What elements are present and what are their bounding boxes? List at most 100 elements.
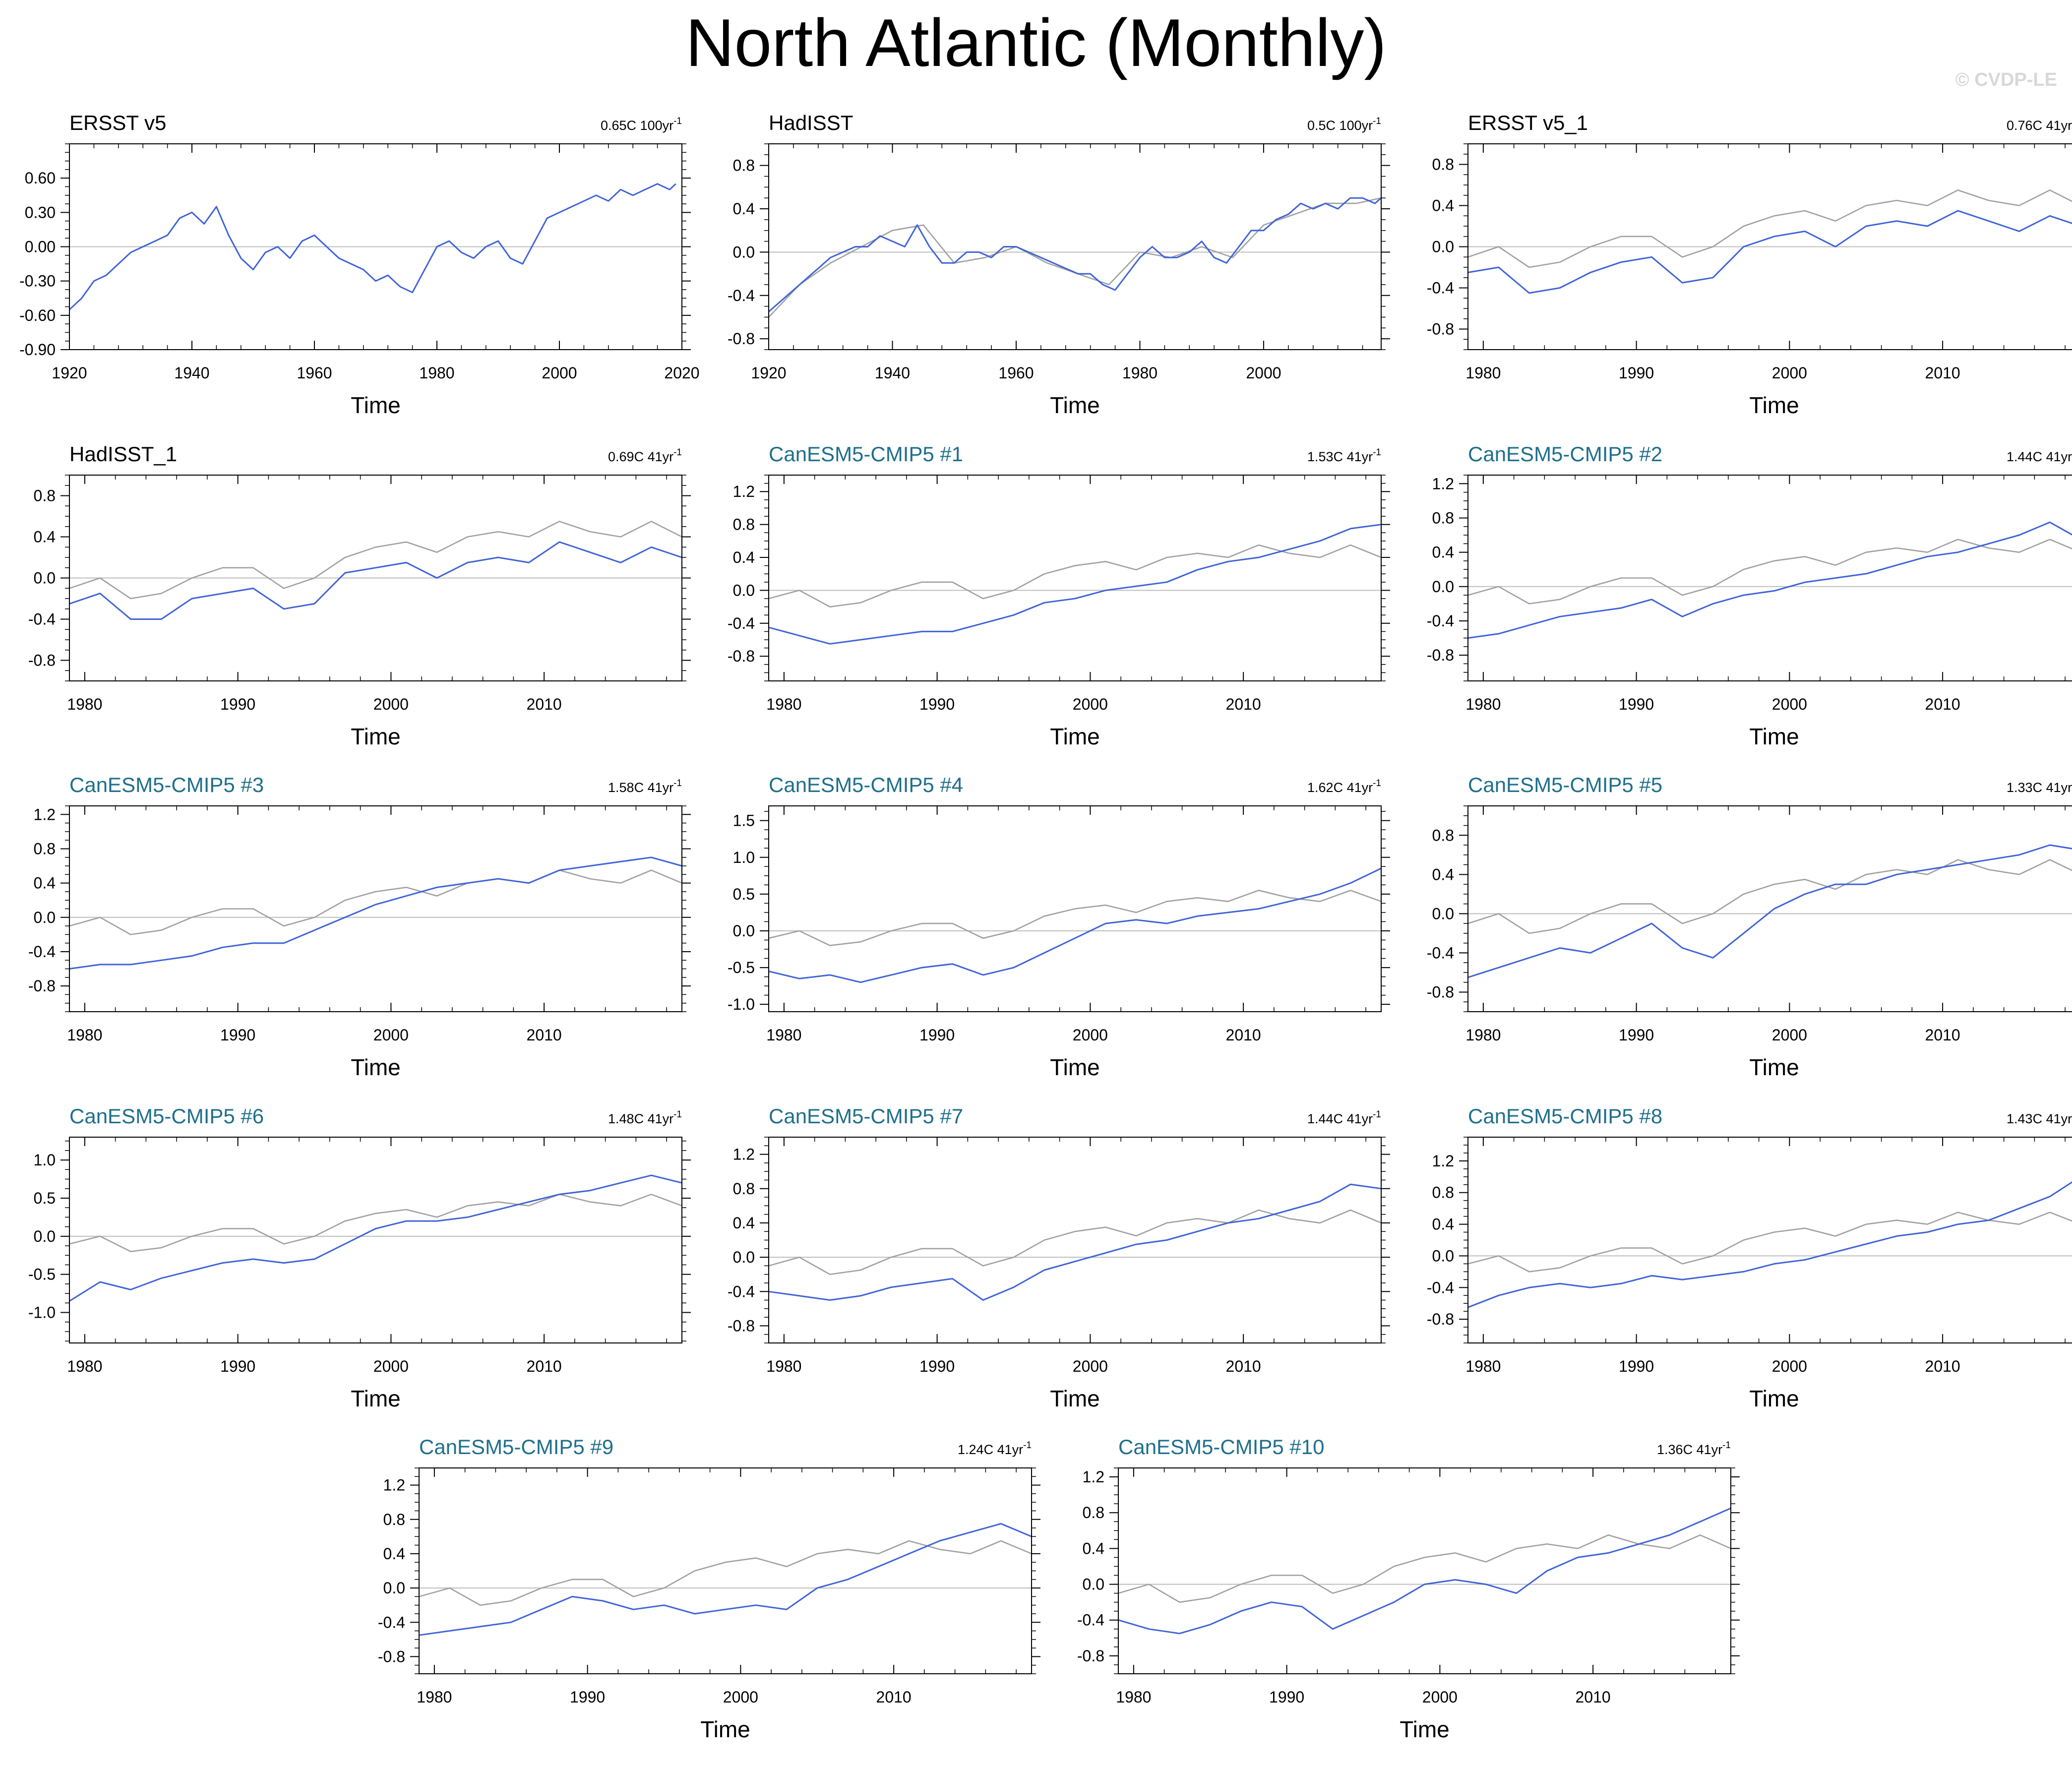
y-tick-label: 1.2 — [1432, 475, 1454, 492]
reference-series-line — [768, 197, 1382, 318]
x-tick-label: 1980 — [766, 1357, 801, 1375]
x-tick-label: 1980 — [1116, 1688, 1151, 1706]
plot-frame — [1467, 805, 2072, 1012]
x-tick-label: 2010 — [527, 695, 562, 713]
y-tick-label: -0.8 — [378, 1647, 405, 1665]
y-tick-label: -0.5 — [28, 1266, 56, 1283]
y-tick-label: 0.4 — [34, 528, 56, 546]
plot-frame — [419, 1467, 1032, 1674]
y-tick-label: 1.0 — [34, 1151, 56, 1169]
y-tick-label: 0.0 — [733, 581, 755, 599]
reference-series-line — [768, 544, 1382, 608]
y-tick-label: 0.4 — [733, 548, 755, 566]
primary-series-line — [419, 1522, 1032, 1636]
x-axis-label: Time — [1749, 1054, 1799, 1080]
y-tick-label: 0.00 — [25, 238, 56, 256]
y-tick-label: -0.8 — [1077, 1647, 1104, 1665]
y-tick-label: 0.4 — [733, 1214, 755, 1232]
x-tick-label: 2000 — [723, 1688, 758, 1706]
y-tick-label: 0.8 — [34, 487, 56, 505]
y-tick-label: -0.4 — [728, 287, 755, 304]
primary-series-line — [69, 1174, 682, 1302]
trend-label: 1.44C 41yr-1 — [1307, 1109, 1381, 1126]
trend-label: 1.24C 41yr-1 — [958, 1440, 1032, 1457]
x-tick-label: 2010 — [876, 1688, 912, 1706]
x-tick-label: 2000 — [1073, 695, 1108, 713]
y-tick-label: -0.8 — [1427, 1310, 1454, 1328]
primary-series-line — [768, 524, 1382, 645]
chart-panel: CanESM5-CMIP5 #3 1.58C 41yr-1 1980 1990 2000… — [28, 773, 691, 1080]
x-tick-label: 1990 — [220, 695, 255, 713]
trend-label: 1.53C 41yr-1 — [1307, 447, 1381, 464]
reference-series-line — [1118, 1534, 1731, 1603]
figure-title: North Atlantic (Monthly) — [685, 5, 1387, 80]
primary-series-line — [1118, 1507, 1731, 1635]
y-tick-label: 0.30 — [25, 203, 56, 221]
trend-label: 1.43C 41yr-1 — [2007, 1109, 2072, 1126]
y-tick-label: 0.0 — [34, 569, 56, 587]
y-tick-label: 0.0 — [1432, 1247, 1454, 1265]
plot-frame — [1467, 475, 2072, 681]
x-tick-label: 1980 — [67, 695, 102, 713]
y-tick-label: -0.4 — [1427, 1279, 1454, 1296]
panel-title: HadISST_1 — [69, 442, 177, 466]
x-tick-label: 1990 — [1619, 1357, 1654, 1375]
x-tick-label: 1980 — [419, 364, 454, 382]
y-tick-label: 0.0 — [383, 1579, 405, 1597]
x-tick-label: 2000 — [1073, 1026, 1108, 1044]
reference-series-line — [69, 1194, 682, 1252]
plot-frame — [69, 805, 682, 1012]
primary-series-line — [69, 541, 682, 620]
x-tick-label: 2010 — [1226, 1357, 1261, 1375]
y-tick-label: 0.4 — [1083, 1539, 1104, 1557]
x-tick-label: 2000 — [1772, 1026, 1807, 1044]
y-tick-label: 0.8 — [1432, 1184, 1454, 1202]
x-tick-label: 1960 — [998, 364, 1034, 382]
x-tick-label: 1990 — [919, 1357, 955, 1375]
x-tick-label: 2000 — [373, 1026, 409, 1044]
x-axis-label: Time — [1749, 724, 1799, 749]
y-tick-label: 0.5 — [34, 1189, 56, 1207]
x-tick-label: 2000 — [1772, 364, 1807, 382]
y-tick-label: -0.30 — [19, 272, 56, 290]
trend-label: 0.69C 41yr-1 — [608, 447, 682, 464]
y-tick-label: 0.0 — [733, 922, 755, 940]
x-tick-label: 2000 — [373, 1357, 409, 1375]
panel-title: CanESM5-CMIP5 #7 — [769, 1104, 963, 1128]
y-tick-label: -0.90 — [19, 341, 56, 359]
y-tick-label: 1.2 — [733, 1146, 755, 1163]
y-tick-label: -0.8 — [728, 647, 755, 665]
y-tick-label: -0.4 — [728, 1282, 755, 1300]
y-tick-label: 1.2 — [733, 483, 755, 500]
reference-series-line — [69, 869, 682, 935]
trend-label: 0.65C 100yr-1 — [601, 116, 682, 133]
x-tick-label: 1920 — [52, 364, 87, 382]
y-tick-label: 0.8 — [1432, 826, 1454, 844]
y-tick-label: -0.4 — [1427, 279, 1454, 297]
chart-panel: CanESM5-CMIP5 #9 1.24C 41yr-1 1980 1990 2000… — [378, 1435, 1040, 1742]
y-tick-label: 0.0 — [34, 909, 56, 926]
x-tick-label: 1990 — [1619, 1026, 1654, 1044]
x-tick-label: 2010 — [1226, 695, 1261, 713]
trend-label: 1.58C 41yr-1 — [608, 778, 682, 795]
y-tick-label: -0.60 — [19, 306, 56, 324]
primary-series-line — [1467, 1181, 2072, 1308]
plot-frame — [768, 475, 1382, 681]
y-tick-label: 0.8 — [733, 1180, 755, 1198]
y-tick-label: 0.4 — [733, 200, 755, 218]
primary-series-line — [768, 197, 1382, 312]
primary-series-line — [1467, 210, 2072, 294]
y-tick-label: -0.8 — [1427, 646, 1454, 664]
trend-label: 1.33C 41yr-1 — [2007, 778, 2072, 795]
panel-title: CanESM5-CMIP5 #1 — [769, 442, 963, 466]
y-tick-label: 0.60 — [25, 169, 56, 187]
y-tick-label: 0.0 — [1432, 238, 1454, 256]
x-tick-label: 1940 — [875, 364, 910, 382]
y-tick-label: 0.0 — [1083, 1576, 1104, 1593]
x-axis-label: Time — [700, 1716, 750, 1742]
y-tick-label: 1.2 — [383, 1476, 405, 1494]
x-tick-label: 1940 — [174, 364, 209, 382]
x-axis-label: Time — [1050, 1054, 1100, 1080]
primary-series-line — [1467, 521, 2072, 639]
panel-title: CanESM5-CMIP5 #5 — [1468, 773, 1662, 796]
